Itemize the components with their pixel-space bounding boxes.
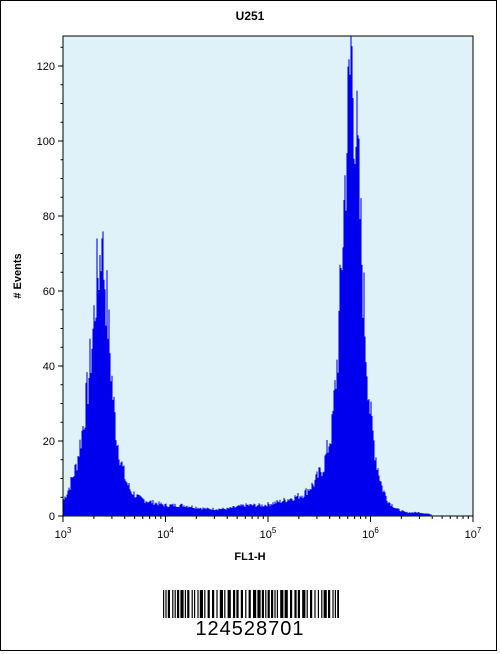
barcode-bar (233, 590, 236, 618)
barcode-bar (207, 590, 210, 618)
barcode-bar (274, 590, 276, 618)
barcode-bar (163, 590, 165, 618)
barcode-bar (267, 590, 270, 618)
x-tick-label: 103 (55, 526, 72, 541)
x-tick-label: 107 (465, 526, 482, 541)
barcode-bar (167, 590, 170, 618)
barcode-bar (194, 590, 196, 618)
barcode-bar (184, 590, 186, 618)
barcode-bar (224, 590, 226, 618)
x-tick-label: 106 (362, 526, 379, 541)
barcode-bar (187, 590, 190, 618)
barcode-bar (290, 590, 293, 618)
barcode-bar (197, 590, 199, 618)
x-tick-label: 104 (157, 526, 174, 541)
chart-title: U251 (235, 9, 265, 23)
y-tick-label: 120 (37, 61, 55, 73)
barcode-bar (245, 590, 247, 618)
barcode-bar (265, 590, 267, 618)
y-axis: 0 20 40 60 80 100 120 (37, 46, 63, 523)
barcode-bar (314, 590, 316, 618)
barcode-bar (204, 590, 206, 618)
barcode-bar (212, 590, 215, 618)
barcode-bar (191, 590, 193, 618)
y-tick-label: 40 (43, 361, 55, 373)
barcode-bar (323, 590, 327, 618)
barcode-bar (253, 590, 257, 618)
barcode-bar (261, 590, 264, 618)
barcode-bar (216, 590, 218, 618)
barcode-bar (317, 590, 319, 618)
barcode-bar (180, 590, 184, 618)
barcode-bar (165, 590, 167, 618)
barcode-bar (227, 590, 231, 618)
x-axis: 103 104 105 106 107 (55, 516, 482, 541)
barcode-bar (306, 590, 308, 618)
barcode-bar (310, 590, 313, 618)
y-axis-label: # Events (12, 253, 24, 299)
plot-area (62, 35, 474, 517)
x-tick-label: 105 (260, 526, 277, 541)
barcode-bar (177, 590, 180, 618)
x-axis-label: FL1-H (234, 551, 266, 563)
barcode-bar (172, 590, 174, 618)
barcode-bar (199, 590, 203, 618)
barcode-image (163, 590, 339, 618)
barcode-bar (240, 590, 243, 618)
barcode-bar (284, 590, 288, 618)
barcode-bar (294, 590, 297, 618)
barcode-bar (334, 590, 336, 618)
barcode-bar (280, 590, 284, 618)
barcode-bar (236, 590, 239, 618)
y-tick-label: 20 (43, 436, 55, 448)
barcode-bar (257, 590, 261, 618)
y-tick-label: 80 (43, 211, 55, 223)
histogram-bars (63, 36, 432, 516)
barcode-bar (219, 590, 223, 618)
barcode-bar (328, 590, 331, 618)
barcode-bar (337, 590, 339, 618)
barcode-bar (248, 590, 251, 618)
barcode-bar (297, 590, 300, 618)
barcode-number: 124528701 (195, 618, 305, 640)
y-tick-label: 0 (49, 511, 55, 523)
barcode-bar (332, 590, 334, 618)
y-tick-label: 100 (37, 136, 55, 148)
barcode-bar (276, 590, 278, 618)
barcode-bar (174, 590, 176, 618)
barcode-bar (302, 590, 306, 618)
barcode-bar (271, 590, 274, 618)
y-tick-label: 60 (43, 286, 55, 298)
barcode-bar (321, 590, 323, 618)
